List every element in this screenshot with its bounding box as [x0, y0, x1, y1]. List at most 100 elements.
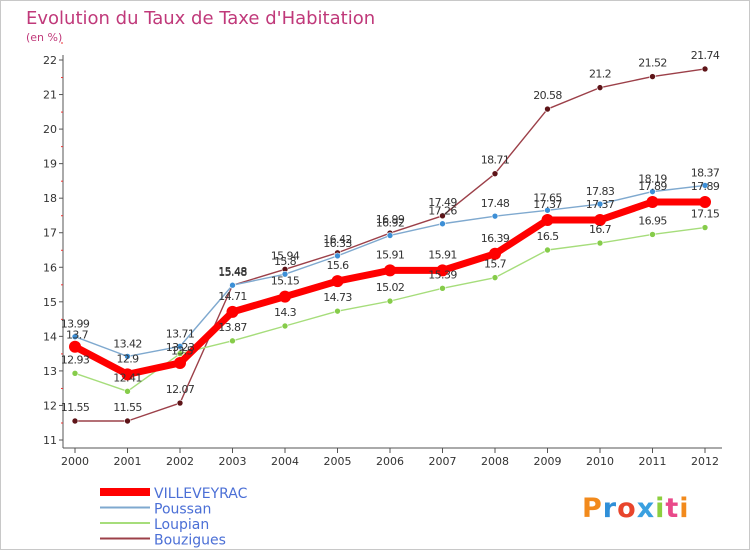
- proxiti-logo: Proxiti: [582, 493, 689, 524]
- data-point: [386, 232, 394, 239]
- data-label: 21.2: [589, 68, 611, 81]
- data-point: [331, 275, 344, 288]
- data-point: [229, 337, 236, 345]
- data-label: 13.87: [218, 321, 247, 334]
- data-label: 12.9: [116, 352, 139, 365]
- x-tick-label: 2004: [271, 455, 299, 468]
- data-label: 17.49: [428, 196, 457, 209]
- data-label: 16.7: [589, 223, 612, 236]
- data-label: 20.58: [533, 89, 562, 102]
- x-tick-label: 2003: [219, 455, 247, 468]
- data-point: [281, 322, 289, 330]
- data-point: [71, 333, 79, 341]
- data-label: 17.65: [533, 191, 562, 204]
- y-tick-label: 12: [43, 399, 57, 412]
- data-label: 13.5: [171, 344, 194, 357]
- x-tick-label: 2006: [376, 455, 404, 468]
- data-point: [69, 340, 81, 353]
- logo-letter: x: [637, 493, 655, 524]
- y-tick-label: 19: [43, 158, 57, 171]
- data-label: 17.83: [586, 185, 615, 198]
- legend-label-poussan: Poussan: [154, 502, 211, 518]
- data-label: 16.99: [376, 213, 405, 226]
- data-label: 15.6: [326, 259, 349, 272]
- data-point: [489, 247, 501, 260]
- y-tick-label: 11: [43, 434, 57, 447]
- data-label: 17.89: [691, 180, 720, 193]
- logo-letter: i: [679, 493, 689, 524]
- x-tick-label: 2001: [114, 455, 142, 468]
- data-point: [439, 220, 446, 228]
- data-point: [176, 399, 184, 407]
- data-point: [544, 206, 551, 214]
- data-label: 21.74: [691, 49, 720, 62]
- x-tick-label: 2012: [691, 455, 719, 468]
- data-label: 15.02: [376, 281, 405, 294]
- data-point: [439, 212, 446, 220]
- data-point: [701, 224, 709, 231]
- data-label: 15.8: [274, 255, 297, 268]
- data-label: 12.07: [166, 383, 195, 396]
- logo-letter: t: [665, 493, 679, 524]
- data-point: [386, 297, 394, 305]
- data-point: [594, 213, 606, 226]
- data-label: 17.37: [533, 198, 562, 211]
- data-label: 15.48: [218, 266, 247, 279]
- y-tick-label: 20: [43, 123, 57, 136]
- logo-letter: P: [582, 493, 603, 524]
- legend-label-loupian: Loupian: [154, 517, 209, 533]
- data-label: 15.94: [271, 249, 300, 262]
- data-label: 15.15: [271, 275, 300, 288]
- data-label: 12.93: [61, 353, 90, 366]
- data-label: 15.48: [218, 265, 247, 278]
- data-labels: 12.9 13.23 14.71 15.15 15.6 15.91 15.91 16.39 17…: [61, 49, 721, 414]
- data-point: [124, 417, 131, 425]
- data-point: [596, 200, 604, 208]
- data-point: [176, 343, 184, 350]
- data-label: 18.37: [691, 166, 720, 179]
- data-label: 17.48: [481, 197, 510, 210]
- data-point: [649, 231, 656, 238]
- logo-letter: r: [603, 493, 617, 524]
- data-point: [436, 264, 449, 277]
- data-point: [226, 305, 239, 318]
- data-label: 13.71: [166, 327, 195, 340]
- axes: 11 12 13 14 15 16 17 18 19 20 21 22 2000 2001 2002 2003…: [43, 42, 722, 468]
- data-label: 13.42: [113, 337, 142, 350]
- data-point: [334, 307, 341, 315]
- legend-label-bouzigues: Bouzigues: [154, 533, 226, 549]
- data-point: [71, 370, 79, 377]
- data-point: [71, 417, 79, 425]
- data-label: 16.39: [481, 232, 510, 245]
- data-point: [279, 290, 291, 303]
- data-label: 11.55: [61, 401, 90, 414]
- data-label: 15.39: [428, 268, 457, 281]
- data-point: [281, 270, 289, 278]
- x-tick-label: 2009: [534, 455, 562, 468]
- y-tick-label: 13: [43, 365, 57, 378]
- data-point: [334, 252, 341, 260]
- data-point: [439, 285, 446, 292]
- data-point: [491, 274, 499, 281]
- x-tick-label: 2007: [429, 455, 457, 468]
- y-tick-label: 14: [43, 330, 57, 343]
- data-point: [544, 246, 551, 254]
- series-layer: [69, 65, 711, 425]
- y-tick-label: 18: [43, 192, 57, 205]
- data-label: 17.15: [691, 208, 720, 221]
- data-point: [596, 239, 604, 247]
- y-tick-label: 15: [43, 296, 57, 309]
- data-label: 16.42: [323, 233, 352, 246]
- data-label: 14.3: [274, 306, 297, 319]
- legend-label-villeveyrac: VILLEVEYRAC: [154, 486, 248, 502]
- y-tick-label: 16: [43, 261, 57, 274]
- data-label: 15.7: [484, 258, 507, 271]
- data-point: [176, 350, 184, 357]
- data-point: [646, 195, 659, 208]
- y-tick-label: 21: [43, 89, 57, 102]
- data-label: 13.7: [66, 329, 89, 342]
- x-tick-label: 2002: [166, 455, 194, 468]
- data-label: 11.55: [113, 401, 142, 414]
- data-point: [699, 195, 711, 208]
